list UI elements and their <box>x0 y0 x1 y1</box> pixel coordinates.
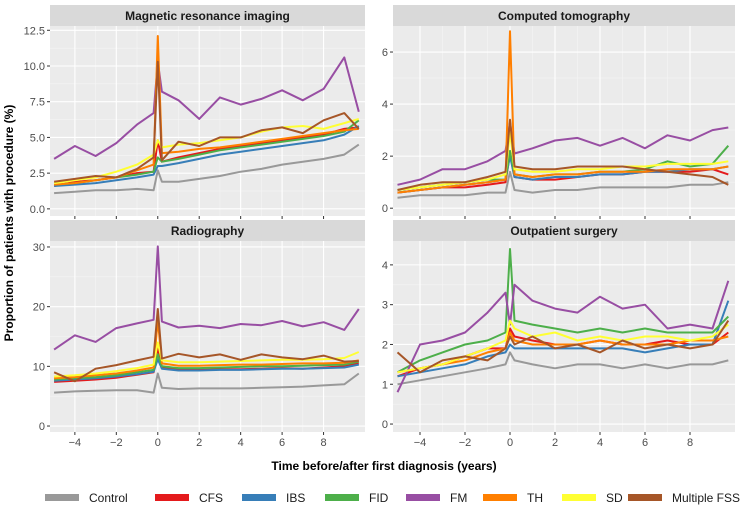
series-line-multiple-fss <box>53 60 360 183</box>
series-line-fm <box>397 121 729 186</box>
series-line-multiple-fss <box>396 320 730 374</box>
legend-key <box>562 494 596 501</box>
y-axis-label: Proportion of patients with procedure (%… <box>2 105 16 342</box>
series-line-fid <box>397 248 730 374</box>
series-line-fm <box>53 56 360 160</box>
y-tick-label: 0 <box>382 203 388 215</box>
legend-item-control: Control <box>45 491 128 505</box>
legend-key <box>483 494 517 501</box>
x-tick-label: 8 <box>320 437 326 449</box>
series-line-multiple-fss <box>53 308 359 383</box>
x-tick-label: 4 <box>238 437 244 449</box>
x-axis-label: Time before/after first diagnosis (years… <box>271 459 496 473</box>
series-line-control <box>54 372 360 394</box>
legend: Control CFS IBS FID FM TH SD Multiple FSS <box>45 491 740 505</box>
panel-strip <box>393 5 735 26</box>
series-line-th <box>397 30 729 194</box>
y-tick-label: 20 <box>33 302 45 314</box>
series-line-fm <box>396 280 730 393</box>
y-tick-label: 6 <box>382 47 388 59</box>
legend-item-multiple-fss: Multiple FSS <box>628 491 740 505</box>
x-tick-label: 6 <box>279 437 285 449</box>
y-tick-label: 30 <box>33 242 45 254</box>
series-line-th <box>397 331 729 374</box>
series-line-fid <box>54 353 360 381</box>
legend-item-sd: SD <box>562 491 623 505</box>
y-tick-label: 0 <box>382 419 388 431</box>
panel-title: Outpatient surgery <box>510 224 618 238</box>
legend-key <box>406 494 440 501</box>
panel-strip <box>393 220 735 241</box>
y-tick-label: 1 <box>382 379 388 391</box>
series-line-control <box>54 143 360 195</box>
panel-title: Computed tomography <box>498 9 630 23</box>
y-tick-label: 2.5 <box>30 168 45 180</box>
panel-title: Radiography <box>171 224 245 238</box>
series-line-ibs <box>54 125 360 187</box>
panels-layer: Magnetic resonance imaging −4 −2 0 2 4 6 8 0.0 2.… <box>24 5 735 449</box>
legend-key <box>628 494 662 501</box>
x-tick-label: −4 <box>69 437 82 449</box>
panel-outpatient-surgery: Outpatient surgery −4 −2 0 2 4 6 8 0 1 2 3 4 <box>382 220 735 449</box>
legend-item-ibs: IBS <box>242 491 305 505</box>
x-tick-label: −2 <box>110 437 123 449</box>
series-line-ibs <box>54 358 359 382</box>
x-tick-label: 8 <box>687 437 693 449</box>
panel-strip <box>50 220 365 241</box>
legend-item-th: TH <box>483 491 543 505</box>
series-line-sd <box>54 341 360 378</box>
y-tick-label: 2 <box>382 151 388 163</box>
legend-label: Multiple FSS <box>672 491 740 505</box>
y-tick-label: 4 <box>382 260 388 272</box>
legend-key <box>242 494 276 501</box>
y-tick-label: 4 <box>382 99 388 111</box>
series-line-control <box>397 170 729 199</box>
series-line-multiple-fss <box>397 118 729 191</box>
x-tick-label: 0 <box>507 437 513 449</box>
y-tick-label: 10.0 <box>24 61 45 73</box>
y-tick-label: 5.0 <box>30 132 45 144</box>
series-line-ibs <box>397 300 730 378</box>
x-tick-label: 0 <box>155 437 161 449</box>
legend-label: SD <box>606 491 623 505</box>
y-tick-label: 2 <box>382 339 388 351</box>
legend-item-cfs: CFS <box>155 491 223 505</box>
legend-item-fm: FM <box>406 491 467 505</box>
x-tick-label: 4 <box>597 437 603 449</box>
y-tick-label: 10 <box>33 361 45 373</box>
y-tick-label: 12.5 <box>24 25 45 37</box>
legend-label: FID <box>369 491 389 505</box>
y-tick-label: 3 <box>382 300 388 312</box>
legend-label: FM <box>450 491 467 505</box>
legend-item-fid: FID <box>325 491 389 505</box>
legend-label: CFS <box>199 491 223 505</box>
y-tick-label: 0.0 <box>30 204 45 216</box>
y-tick-label: 7.5 <box>30 97 45 109</box>
x-tick-label: −2 <box>459 437 472 449</box>
plot-background <box>50 26 365 216</box>
legend-key <box>45 494 79 501</box>
x-tick-label: 2 <box>552 437 558 449</box>
legend-label: Control <box>89 491 128 505</box>
legend-label: IBS <box>286 491 305 505</box>
panel-radiography: Radiography −4 −2 0 2 4 6 8 0 10 20 30 <box>33 220 365 449</box>
series-line-th <box>54 318 359 380</box>
y-tick-label: 0 <box>39 421 45 433</box>
x-tick-label: 6 <box>642 437 648 449</box>
x-tick-label: 2 <box>196 437 202 449</box>
legend-key <box>155 494 189 501</box>
legend-label: TH <box>527 491 543 505</box>
panel-computed-tomography: Computed tomography−4−2024680246 <box>382 5 735 233</box>
panel-strip <box>50 5 365 26</box>
panel-title: Magnetic resonance imaging <box>125 9 290 23</box>
panel-magnetic-resonance-imaging: Magnetic resonance imaging−4−2024680.02.… <box>24 5 365 233</box>
series-line-fm <box>53 245 360 351</box>
series-line-control <box>397 351 729 386</box>
legend-key <box>325 494 359 501</box>
x-tick-label: −4 <box>414 437 427 449</box>
